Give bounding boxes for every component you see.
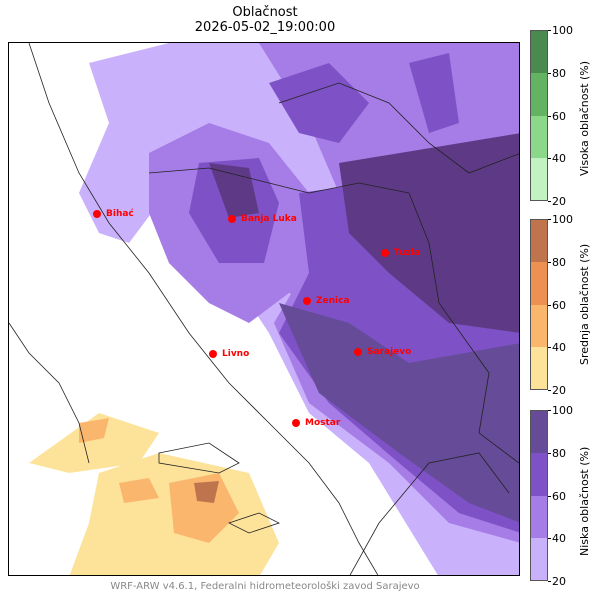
mid-cloud-layer [29, 413, 279, 575]
city-dot [228, 214, 236, 223]
colorbar-tick: 40 [548, 341, 566, 355]
city-marker-banja-luka: Banja Luka [228, 214, 297, 224]
colorbar-tick: 60 [548, 489, 566, 503]
colorbar-tick: 40 [548, 532, 566, 546]
colorbar-segment [531, 157, 547, 200]
city-dot [292, 418, 300, 427]
colorbar-tick: 80 [548, 255, 566, 269]
colorbar-tick: 80 [548, 66, 566, 80]
colorbar-label: Niska oblačnost (%) [578, 446, 591, 556]
city-marker-zenica: Zenica [303, 296, 350, 306]
city-dot [209, 349, 217, 358]
city-label: Zenica [316, 296, 350, 306]
colorbar-label: Visoka oblačnost (%) [578, 60, 591, 176]
city-label: Mostar [305, 418, 341, 428]
colorbar-segment [531, 220, 547, 263]
coastline [9, 43, 519, 575]
city-dot [303, 296, 311, 305]
city-dot [381, 248, 389, 257]
colorbar-segment [531, 304, 547, 347]
colorbar-tick: 60 [548, 298, 566, 312]
colorbar-tick: 100 [548, 24, 573, 37]
colorbar-tick: 20 [548, 575, 566, 588]
city-marker-livno: Livno [209, 349, 249, 359]
colorbar-tick: 80 [548, 446, 566, 460]
colorbar-tick: 100 [548, 404, 573, 417]
city-label: Tuzla [394, 248, 420, 258]
mid-cloud-colorbar [530, 219, 548, 390]
colorbar-segment [531, 73, 547, 116]
city-label: Bihać [106, 209, 134, 219]
cloud-layers [9, 43, 519, 575]
footer-credit: WRF-ARW v4.6.1, Federalni hidrometeorolo… [110, 581, 420, 592]
city-label: Livno [222, 349, 250, 359]
colorbar-segment [531, 411, 547, 454]
colorbar-segment [531, 262, 547, 305]
colorbar-segment [531, 453, 547, 496]
colorbar-tick: 20 [548, 195, 566, 208]
colorbar-segment [531, 346, 547, 389]
colorbar-label: Srednja oblačnost (%) [578, 243, 591, 365]
cloud-map: Bihać Banja Luka Tuzla Zenica Livno Sara… [8, 42, 520, 576]
city-dot [93, 209, 101, 218]
colorbar-segment [531, 495, 547, 538]
low-cloud-layer [79, 43, 519, 575]
map-title: Oblačnost [232, 5, 298, 20]
city-label: Banja Luka [241, 214, 297, 224]
city-marker-bihac: Bihać [93, 209, 134, 219]
colorbar-tick: 20 [548, 384, 566, 397]
map-timestamp: 2026-05-02_19:00:00 [194, 20, 336, 35]
colorbar-segment [531, 31, 547, 74]
city-marker-mostar: Mostar [292, 418, 340, 428]
city-dot [354, 347, 362, 356]
city-label: Sarajevo [367, 347, 412, 357]
low-cloud-colorbar [530, 410, 548, 581]
colorbar-tick: 40 [548, 152, 566, 166]
colorbar-tick: 60 [548, 109, 566, 123]
city-marker-tuzla: Tuzla [381, 248, 420, 258]
colorbar-tick: 100 [548, 213, 573, 226]
city-marker-sarajevo: Sarajevo [354, 347, 411, 357]
high-cloud-colorbar [530, 30, 548, 201]
colorbar-segment [531, 115, 547, 158]
colorbar-segment [531, 537, 547, 580]
